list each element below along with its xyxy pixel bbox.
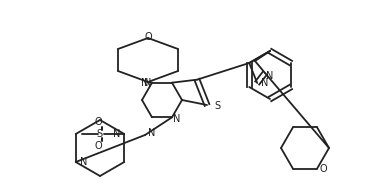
Text: O: O xyxy=(320,164,328,174)
Text: O: O xyxy=(144,32,152,42)
Text: S: S xyxy=(96,129,102,139)
Text: O: O xyxy=(95,117,102,127)
Text: N: N xyxy=(80,157,87,167)
Text: N: N xyxy=(148,128,155,138)
Text: N: N xyxy=(113,129,120,139)
Text: O: O xyxy=(95,141,102,151)
Text: N: N xyxy=(261,78,269,88)
Text: N: N xyxy=(141,78,148,88)
Text: N: N xyxy=(173,114,180,124)
Text: N: N xyxy=(266,71,273,81)
Text: S: S xyxy=(214,101,220,111)
Text: N: N xyxy=(144,78,152,88)
